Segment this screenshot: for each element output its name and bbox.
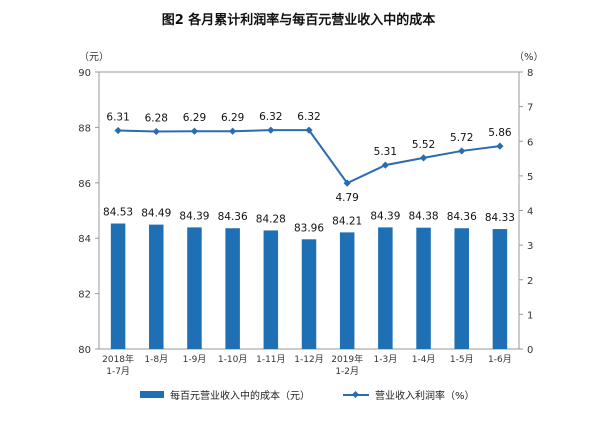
line-point (343, 179, 351, 187)
line-series (118, 129, 501, 185)
x-tick-label: 1-2月 (335, 366, 359, 377)
legend-line-label: 营业收入利润率（%） (375, 391, 475, 402)
right-axis-tick-label: 2 (527, 276, 533, 287)
line-point (458, 147, 466, 155)
line-data-label: 6.32 (297, 111, 320, 123)
line-point (229, 127, 237, 135)
bar-data-label: 84.53 (103, 207, 133, 219)
line-data-label: 6.29 (221, 112, 244, 124)
x-tick-label: 1-9月 (183, 354, 207, 365)
bar (492, 229, 508, 349)
line-point (496, 142, 504, 150)
right-axis-tick-label: 4 (527, 207, 533, 218)
bar (378, 227, 393, 349)
right-axis-tick-label: 5 (527, 172, 533, 183)
x-tick-label: 1-4月 (412, 354, 436, 365)
x-tick-label: 2018年 (102, 353, 134, 365)
bar-data-label: 84.21 (332, 215, 362, 227)
bar (187, 227, 202, 349)
line-point (114, 126, 122, 135)
line-point (267, 126, 275, 134)
x-tick-label: 1-11月 (256, 354, 285, 365)
line-data-label: 5.86 (488, 127, 512, 139)
bar (416, 227, 431, 349)
bar-data-label: 84.28 (256, 213, 286, 225)
bar (339, 232, 355, 349)
x-tick-label: 1-8月 (144, 354, 168, 365)
line-data-label: 5.72 (450, 132, 473, 144)
line-data-label: 5.31 (374, 146, 397, 158)
legend-bar-swatch (140, 391, 164, 398)
bar (301, 239, 317, 349)
right-axis-tick-label: 0 (527, 345, 533, 356)
legend: 每百元营业收入中的成本（元） 营业收入利润率（%） (0, 387, 597, 407)
right-axis-tick-label: 7 (527, 103, 533, 114)
line-point (305, 126, 313, 134)
bar (225, 228, 240, 349)
left-axis-unit: （元） (79, 52, 109, 63)
legend-bar-label: 每百元营业收入中的成本（元） (170, 391, 310, 402)
line-data-label: 4.79 (335, 192, 358, 204)
bar-data-label: 84.39 (370, 210, 400, 222)
bar-data-label: 84.49 (141, 208, 171, 220)
bar-data-label: 84.36 (218, 211, 248, 223)
line-data-label: 6.31 (106, 112, 129, 124)
left-axis-tick-label: 82 (78, 290, 91, 301)
line-data-label: 6.28 (145, 113, 168, 125)
bar (263, 230, 279, 349)
bar-data-label: 84.33 (485, 212, 515, 224)
x-tick-label: 2019年 (331, 353, 363, 365)
right-axis-tick-label: 3 (527, 241, 533, 252)
left-axis-tick-label: 84 (78, 234, 91, 245)
right-axis-tick-label: 8 (527, 68, 533, 79)
bar-data-label: 83.96 (294, 222, 324, 234)
right-axis-tick-label: 1 (527, 310, 533, 321)
bar (110, 223, 126, 349)
line-point (381, 161, 389, 169)
chart-title: 图2 各月累计利润率与每百元营业收入中的成本 (161, 13, 436, 28)
right-axis-unit: （%） (514, 52, 544, 63)
x-tick-label: 1-12月 (294, 354, 323, 365)
left-axis-tick-label: 88 (78, 123, 91, 134)
x-tick-label: 1-7月 (106, 366, 130, 377)
left-axis-tick-label: 86 (78, 179, 91, 190)
x-tick-label: 1-5月 (450, 354, 474, 365)
line-point (419, 154, 428, 162)
bar-data-label: 84.36 (447, 211, 477, 223)
left-axis-tick-label: 90 (78, 68, 91, 79)
line-data-label: 6.32 (259, 111, 282, 123)
line-data-label: 5.52 (412, 139, 435, 151)
legend-item-margin: 营业收入利润率（%） (343, 387, 475, 402)
x-tick-label: 1-3月 (374, 354, 398, 365)
left-axis-tick-label: 80 (78, 345, 91, 356)
line-point (190, 127, 199, 135)
right-axis-tick-label: 6 (527, 137, 533, 148)
bar (454, 228, 469, 349)
x-tick-label: 1-6月 (488, 354, 512, 365)
line-data-label: 6.29 (183, 112, 206, 124)
line-point (152, 127, 160, 136)
legend-line-swatch (343, 391, 369, 399)
bar-data-label: 84.39 (179, 210, 209, 222)
bar (149, 224, 164, 349)
x-tick-label: 1-10月 (218, 354, 247, 365)
bar-data-label: 84.38 (409, 211, 439, 223)
legend-item-cost: 每百元营业收入中的成本（元） (140, 387, 310, 402)
